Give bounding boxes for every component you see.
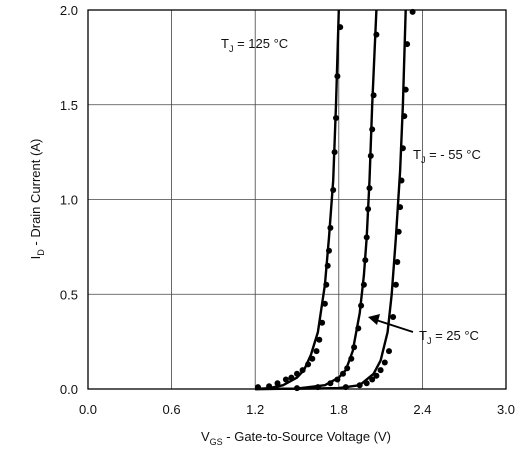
data-point xyxy=(334,73,341,80)
data-point xyxy=(360,281,367,288)
data-point xyxy=(305,361,312,368)
data-point xyxy=(266,383,273,390)
data-point xyxy=(316,336,323,343)
data-point xyxy=(330,187,337,193)
data-point xyxy=(324,262,331,269)
data-point xyxy=(355,325,362,332)
y-axis-label: ID - Drain Current (A) xyxy=(28,139,46,260)
data-point xyxy=(365,206,372,212)
series-line-1 xyxy=(255,9,407,391)
data-point xyxy=(377,367,384,374)
data-point xyxy=(331,149,338,156)
x-tick-label: 1.8 xyxy=(330,402,348,417)
data-point xyxy=(333,115,339,121)
data-point xyxy=(327,224,334,231)
annotation-arrow-head xyxy=(368,314,380,325)
x-tick-label: 0.0 xyxy=(79,402,97,417)
data-point xyxy=(358,302,365,309)
y-tick-label: 0.0 xyxy=(60,382,78,397)
data-point xyxy=(340,370,346,377)
data-point xyxy=(367,152,374,159)
data-point xyxy=(392,281,399,288)
data-point xyxy=(342,384,349,391)
data-point xyxy=(274,380,281,387)
data-point xyxy=(344,365,351,372)
data-point xyxy=(282,376,289,383)
annotation-tj-minus55: TJ = - 55 °C xyxy=(413,147,481,165)
data-point xyxy=(299,367,306,374)
x-tick-label: 1.2 xyxy=(246,402,264,417)
data-point xyxy=(363,234,370,241)
y-tick-label: 1.5 xyxy=(60,98,78,113)
x-tick-label: 0.6 xyxy=(163,402,181,417)
data-point xyxy=(369,126,376,133)
y-tick-label: 0.5 xyxy=(60,287,78,302)
data-point xyxy=(409,8,416,15)
data-point xyxy=(337,24,344,31)
data-point xyxy=(334,376,341,383)
data-point xyxy=(395,228,402,235)
data-point xyxy=(356,382,363,389)
data-point xyxy=(294,385,300,392)
series-points xyxy=(255,8,416,392)
data-point xyxy=(373,372,380,379)
data-point xyxy=(326,247,332,254)
x-axis-label: VGS - Gate-to-Source Voltage (V) xyxy=(201,429,391,447)
data-point xyxy=(321,300,328,307)
annotation-tj-25: TJ = 25 °C xyxy=(419,328,479,346)
data-point xyxy=(255,384,261,391)
data-point xyxy=(363,380,370,387)
data-point xyxy=(399,145,406,152)
data-point xyxy=(398,177,405,184)
data-point xyxy=(394,259,401,265)
data-point xyxy=(313,348,320,355)
x-tick-label: 2.4 xyxy=(413,402,431,417)
data-point xyxy=(362,257,369,264)
data-point xyxy=(309,355,316,362)
data-point xyxy=(288,374,295,381)
x-tick-labels: 0.0 0.6 1.2 1.8 2.4 3.0 xyxy=(79,402,515,417)
data-point xyxy=(401,113,408,120)
data-point xyxy=(366,185,373,192)
data-point xyxy=(327,380,334,387)
y-tick-label: 2.0 xyxy=(60,3,78,18)
data-point xyxy=(386,348,392,355)
annotation-arrow-line xyxy=(375,319,414,333)
x-tick-label: 3.0 xyxy=(497,402,515,417)
data-point xyxy=(381,359,388,366)
data-point xyxy=(323,281,330,288)
data-point xyxy=(319,319,326,326)
data-point xyxy=(402,86,409,93)
data-point xyxy=(348,355,355,362)
annotation-tj-125: TJ = 125 °C xyxy=(221,36,288,54)
y-tick-label: 1.0 xyxy=(60,193,78,208)
data-point xyxy=(351,344,358,351)
data-point xyxy=(370,92,377,99)
data-point xyxy=(373,31,380,38)
y-tick-labels: 0.0 0.5 1.0 1.5 2.0 xyxy=(60,3,78,397)
data-point xyxy=(397,204,404,211)
series-line-0 xyxy=(255,9,340,391)
data-point xyxy=(369,376,376,383)
data-point xyxy=(294,370,300,377)
data-point xyxy=(314,384,321,391)
data-point xyxy=(404,41,411,48)
data-point xyxy=(390,314,397,320)
